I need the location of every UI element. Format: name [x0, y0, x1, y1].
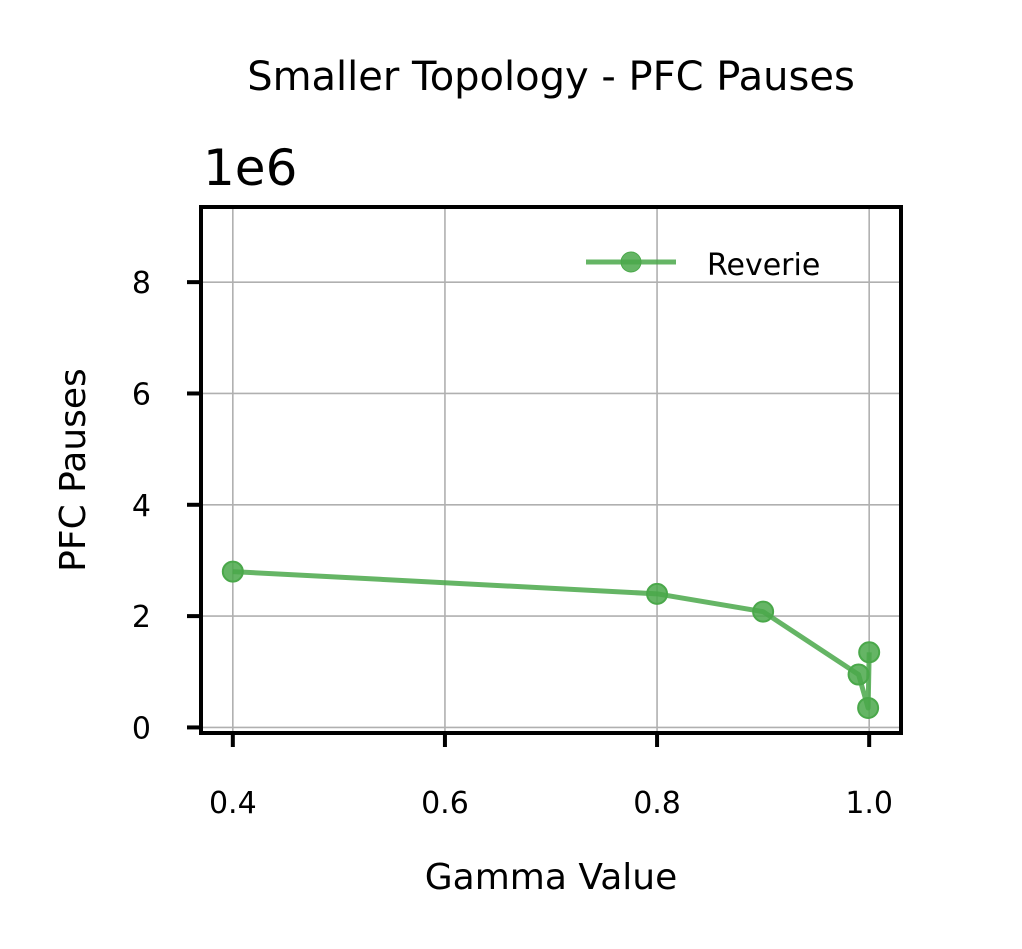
data-point: [221, 560, 244, 583]
series-line-reverie: [232, 569, 872, 711]
y-offset-label: 1e6: [203, 139, 297, 197]
y-tick-label: 6: [132, 377, 151, 412]
data-point: [646, 582, 669, 605]
grid-lines: [201, 207, 901, 733]
x-tick-label: 0.8: [633, 786, 681, 821]
data-point: [752, 600, 775, 623]
x-axis-label: Gamma Value: [425, 857, 677, 898]
y-tick-label: 4: [132, 489, 151, 524]
chart-title: Smaller Topology - PFC Pauses: [247, 54, 855, 100]
plot-frame: [199, 205, 903, 735]
x-tick-label: 0.6: [421, 786, 469, 821]
legend-label-reverie: Reverie: [707, 248, 820, 283]
series-layer: [221, 560, 881, 719]
x-tick-label: 1.0: [845, 786, 893, 821]
y-tick-label: 2: [132, 600, 151, 635]
data-point: [858, 641, 881, 664]
data-point: [857, 696, 880, 719]
x-tick-label: 0.4: [209, 786, 257, 821]
legend: Reverie: [586, 248, 820, 283]
y-tick-label: 8: [132, 266, 151, 301]
y-tick-label: 0: [132, 711, 151, 746]
axis-ticks: 0.4 0.6 0.8 1.0 0 2 4 6 8: [132, 266, 893, 821]
legend-marker-reverie: [620, 251, 642, 273]
data-point: [847, 663, 870, 686]
y-axis-label: PFC Pauses: [53, 368, 94, 572]
